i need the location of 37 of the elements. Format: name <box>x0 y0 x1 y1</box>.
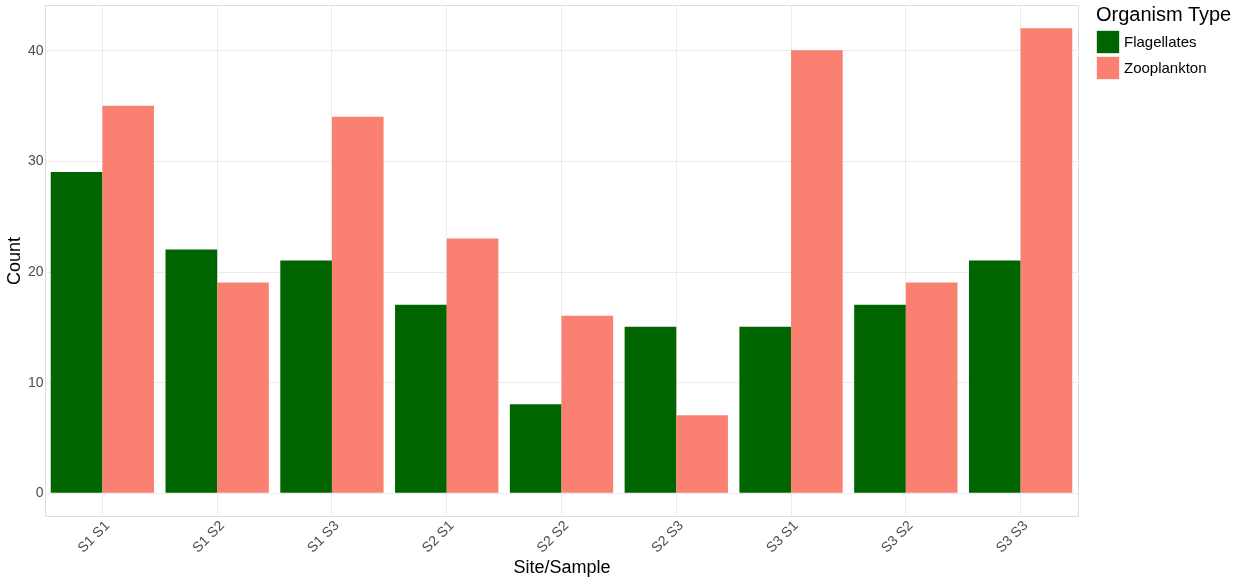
bar <box>217 282 269 493</box>
legend-label: Flagellates <box>1124 33 1197 50</box>
bar <box>102 105 155 493</box>
bar <box>676 415 728 493</box>
x-tick-label: S1 S2 <box>188 516 228 556</box>
bar <box>280 260 332 493</box>
y-tick-label: 0 <box>35 484 44 501</box>
bar <box>791 50 843 493</box>
x-tick-label: S1 S3 <box>303 516 342 556</box>
y-tick-label: 10 <box>27 373 44 390</box>
bar <box>446 238 499 493</box>
x-tick-label: S2 S1 <box>418 516 457 556</box>
x-tick-label: S1 S1 <box>74 516 113 556</box>
y-tick-label: 40 <box>27 41 44 58</box>
x-tick-label: S3 S3 <box>992 516 1031 556</box>
bar <box>905 282 958 493</box>
bar <box>331 116 384 493</box>
y-tick-label: 30 <box>27 152 44 169</box>
bar <box>968 260 1021 493</box>
bar <box>854 304 906 493</box>
x-tick-label: S3 S2 <box>877 516 916 556</box>
y-tick-label: 20 <box>27 263 44 280</box>
bar <box>1020 28 1073 493</box>
bar <box>509 404 562 493</box>
bar <box>165 249 218 493</box>
bar <box>395 304 447 493</box>
y-axis-title: Count <box>3 236 24 286</box>
x-axis-title: Site/Sample <box>513 557 611 578</box>
bar <box>739 326 792 493</box>
x-tick-label: S2 S2 <box>533 516 572 556</box>
bar <box>561 315 614 493</box>
bar <box>50 172 103 493</box>
bar <box>624 326 677 493</box>
x-tick-label: S2 S3 <box>647 516 687 556</box>
x-tick-label: S3 S1 <box>762 516 802 556</box>
legend-title: Organism Type <box>1096 3 1232 25</box>
legend-label: Zooplankton <box>1124 59 1207 76</box>
